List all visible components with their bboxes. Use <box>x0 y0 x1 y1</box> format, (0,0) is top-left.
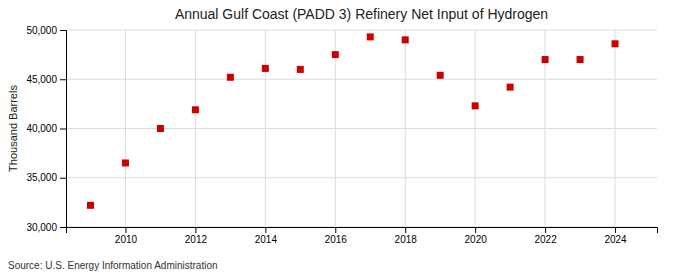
x-tick-mark <box>615 227 616 233</box>
grid-line-x <box>265 30 266 227</box>
grid-line-x <box>195 30 196 227</box>
y-tick-label: 30,000 <box>26 222 57 233</box>
x-tick: 2012 <box>185 227 208 245</box>
y-tick-label: 50,000 <box>26 25 57 36</box>
x-tick-label: 2020 <box>465 234 488 245</box>
x-tick: 2024 <box>604 227 627 245</box>
x-tick-label: 2014 <box>255 234 278 245</box>
x-tick-mark <box>195 227 196 233</box>
plot-area: 2010 2012 2014 2016 2018 2020 2022 2024 30,000 35… <box>26 25 657 245</box>
point <box>612 40 619 47</box>
y-axis-title: Thousand Barrels <box>7 85 19 172</box>
x-tick-mark <box>265 227 266 233</box>
y-tick-mark <box>60 79 66 80</box>
x-tick: 2022 <box>534 227 557 245</box>
x-tick-label: 2022 <box>534 234 557 245</box>
point <box>402 36 409 43</box>
grid-line-x <box>475 30 476 227</box>
y-axis-line <box>60 31 67 228</box>
x-tick-mark <box>125 227 126 233</box>
x-tick-label: 2010 <box>115 234 138 245</box>
y-tick-mark <box>60 129 66 130</box>
x-tick-mark <box>545 227 546 233</box>
x-tick: 2010 <box>115 227 138 245</box>
grid-line-x <box>125 30 126 227</box>
x-tick: 2018 <box>395 227 418 245</box>
y-tick: 50,000 <box>26 25 66 36</box>
y-tick: 45,000 <box>26 74 66 85</box>
y-tick: 40,000 <box>26 123 66 134</box>
point <box>542 56 549 63</box>
grid-line-y <box>66 79 657 80</box>
point <box>332 51 339 58</box>
point <box>507 84 514 91</box>
source-note: Source: U.S. Energy Information Administ… <box>8 260 218 271</box>
points <box>87 33 619 208</box>
point <box>262 65 269 72</box>
y-tick-label: 35,000 <box>26 172 57 183</box>
y-tick: 35,000 <box>26 172 66 183</box>
y-tick: 30,000 <box>26 222 66 233</box>
y-tick-label: 40,000 <box>26 123 57 134</box>
x-axis: 2010 2012 2014 2016 2018 2020 2022 2024 <box>67 227 658 245</box>
y-axis: 30,000 35,000 40,000 45,000 50,000 <box>26 25 66 233</box>
chart: 2010 2012 2014 2016 2018 2020 2022 2024 30,000 35… <box>0 0 675 275</box>
x-tick-mark <box>475 227 476 233</box>
x-tick-label: 2024 <box>604 234 627 245</box>
y-tick-mark <box>60 30 66 31</box>
x-tick-mark <box>405 227 406 233</box>
x-tick: 2016 <box>325 227 348 245</box>
point <box>87 202 94 209</box>
x-tick-label: 2016 <box>325 234 348 245</box>
point <box>472 102 479 109</box>
point <box>227 74 234 81</box>
grid-line-x <box>405 30 406 227</box>
grid-line-x <box>335 30 336 227</box>
x-axis-line <box>67 228 658 234</box>
point <box>297 66 304 73</box>
grid <box>66 30 657 227</box>
x-tick-label: 2012 <box>185 234 208 245</box>
x-tick-mark <box>335 227 336 233</box>
title: Annual Gulf Coast (PADD 3) Refinery Net … <box>175 6 548 22</box>
point <box>157 125 164 132</box>
x-tick: 2014 <box>255 227 278 245</box>
point <box>367 33 374 40</box>
point <box>437 72 444 79</box>
y-tick-mark <box>60 178 66 179</box>
point <box>122 159 129 166</box>
x-tick-label: 2018 <box>395 234 418 245</box>
grid-line-y <box>66 177 657 178</box>
x-tick: 2020 <box>465 227 488 245</box>
grid-line-x <box>615 30 616 227</box>
point <box>577 56 584 63</box>
grid-line-y <box>66 30 657 31</box>
y-tick-mark <box>60 227 66 228</box>
point <box>192 106 199 113</box>
y-tick-label: 45,000 <box>26 74 57 85</box>
grid-line-y <box>66 128 657 129</box>
